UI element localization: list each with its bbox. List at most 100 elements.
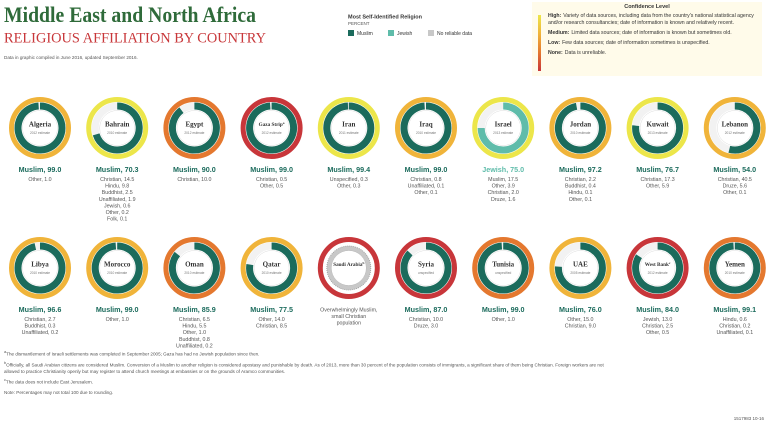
value-label: Christian, 0.8 [410, 177, 441, 183]
estimate: 2010 estimate [262, 271, 282, 275]
center [562, 110, 599, 146]
country-name: Syria [418, 261, 434, 269]
value-label: Unaffiliated, 0.2 [22, 330, 59, 336]
main-value-label: Muslim, 77.5 [250, 305, 293, 314]
estimate: 2012 estimate [184, 131, 204, 135]
estimate: unspecified [495, 271, 511, 275]
arc [246, 102, 298, 154]
country-name: Gaza Stripa [259, 121, 285, 128]
confidence-box: Confidence Level High: Variety of data so… [532, 2, 762, 76]
arc [632, 102, 684, 154]
estimate: 2010 estimate [416, 131, 436, 135]
value-label: Christian, 2.0 [488, 190, 519, 196]
value-label: Other, 1.0 [106, 317, 129, 323]
arc [91, 242, 143, 294]
arc [400, 102, 452, 154]
estimate: 2013 estimate [648, 131, 668, 135]
value-label: Christian, 17.3 [641, 177, 675, 183]
country-name: Yemen [725, 261, 745, 269]
confidence-scale [538, 15, 541, 71]
value-label: Other, 0.1 [569, 197, 592, 203]
legend-label: Muslim [357, 31, 373, 37]
confidence-text: Data is unreliable. [564, 50, 607, 57]
title: Middle East and North Africa [4, 2, 256, 27]
value-label: Buddhist, 0.8 [179, 337, 210, 343]
value-label: Other, 0.3 [337, 184, 360, 190]
confidence-item: Medium: Limited data sources; date of inf… [548, 30, 758, 36]
value-label: Muslim, 17.5 [488, 177, 518, 183]
value-label: Christian, 10.0 [409, 317, 443, 323]
confidence-name: None: [548, 50, 563, 57]
center [176, 110, 213, 146]
value-label: Other, 5.9 [646, 184, 669, 190]
value-label: Other, 0.5 [646, 330, 669, 336]
center [485, 250, 521, 286]
value-label: Unaffiliated, 0.2 [176, 343, 213, 349]
legend-label: No reliable data [437, 31, 472, 37]
arc [323, 102, 375, 154]
code: 1517983 10-16 [733, 416, 764, 421]
footnote: cThe data does not include East Jerusale… [4, 378, 604, 385]
arc [554, 242, 606, 294]
country-name: Tunisia [492, 261, 514, 269]
estimate: unspecified [418, 271, 434, 275]
value-label: Unaffiliated, 1.9 [99, 197, 136, 203]
value-label: Christian, 8.5 [256, 324, 287, 330]
center [639, 110, 676, 146]
estimate: 2010 estimate [184, 271, 204, 275]
value-label: Christian, 2.7 [24, 317, 55, 323]
value-label: Other, 3.9 [492, 184, 515, 190]
legend-label: Jewish [397, 31, 413, 37]
value-label: Hindu, 9.8 [105, 184, 129, 190]
center [22, 250, 58, 286]
country-name: Jordan [570, 121, 592, 129]
arc [728, 102, 761, 154]
subtitle: RELIGIOUS AFFILIATION BY COUNTRY [4, 30, 266, 46]
confidence-name: Medium: [548, 29, 570, 36]
arc [92, 102, 143, 154]
main-value-label: Muslim, 99.0 [96, 305, 139, 314]
arc [168, 242, 220, 294]
value-label: Buddhist, 0.3 [25, 324, 56, 330]
legend-swatch [428, 30, 434, 36]
country-name: Oman [185, 261, 204, 269]
center [253, 250, 290, 286]
main-value-label: Muslim, 84.0 [636, 305, 679, 314]
value-label: Druze, 3.0 [414, 324, 438, 330]
center [408, 250, 444, 286]
main-value-label: Muslim, 99.0 [250, 165, 293, 174]
confidence-name: Low: [548, 40, 561, 47]
center [331, 110, 367, 146]
annotation: Overwhelmingly Muslim, [320, 307, 377, 313]
value-label: Druze, 5.6 [723, 184, 747, 190]
value-label: Christian, 14.5 [100, 177, 134, 183]
arc [246, 242, 298, 294]
country-name: Bahrain [105, 121, 130, 129]
country-name: Kuwait [647, 121, 670, 129]
main-value-label: Muslim, 54.0 [713, 165, 756, 174]
main-value-label: Muslim, 76.7 [636, 165, 679, 174]
main-value-label: Muslim, 70.3 [96, 165, 139, 174]
value-label: Hindu, 5.5 [182, 324, 206, 330]
value-label: Christian, 6.5 [179, 317, 210, 323]
estimate: 2012 estimate [648, 271, 668, 275]
value-label: Other, 1.0 [183, 330, 206, 336]
main-value-label: Muslim, 99.4 [327, 165, 370, 174]
main-value-label: Muslim, 99.1 [713, 305, 756, 314]
country-name: Lebanon [722, 121, 749, 129]
estimate: 2010 estimate [107, 131, 127, 135]
value-label: Buddhist, 2.5 [102, 190, 133, 196]
value-label: Christian, 2.5 [642, 324, 673, 330]
value-label: Other, 1.0 [492, 317, 515, 323]
estimate: 2012 estimate [30, 131, 50, 135]
estimate: 2012 estimate [262, 131, 282, 135]
annotation: small Christian [331, 314, 366, 320]
arc [14, 242, 66, 294]
value-label: Other, 0.5 [260, 184, 283, 190]
confidence-text: Variety of data sources, including data … [548, 13, 754, 26]
footer-note: Note: Percentages may not total 100 due … [4, 389, 114, 395]
footnote-text: The dismantlement of Israeli settlements… [6, 351, 260, 357]
country-name: Saudi Arabiab [333, 261, 364, 268]
main-value-label: Muslim, 96.6 [19, 305, 62, 314]
center [331, 250, 367, 286]
